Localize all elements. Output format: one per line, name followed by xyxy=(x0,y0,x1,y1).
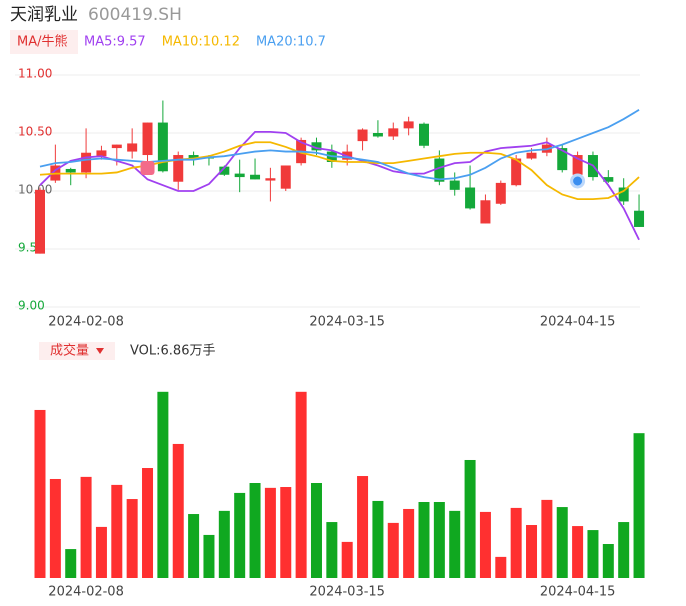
candle-body xyxy=(357,129,368,142)
volume-bar xyxy=(479,511,491,578)
volume-bar xyxy=(510,507,522,578)
candle-body xyxy=(434,158,445,182)
volume-bar xyxy=(372,500,384,578)
dropdown-icon[interactable] xyxy=(96,348,104,354)
ma-button-bg[interactable] xyxy=(10,30,78,54)
candle-body xyxy=(634,210,645,227)
candle-body xyxy=(265,178,276,181)
x-tick-label: 2024-03-15 xyxy=(309,315,385,330)
candle-body xyxy=(465,187,476,209)
candle-body xyxy=(449,180,460,190)
volume-bar xyxy=(602,544,614,578)
volume-bar xyxy=(556,507,568,578)
ma-line xyxy=(39,141,640,201)
candle-body xyxy=(403,121,414,129)
candle-body xyxy=(388,128,399,137)
volume-bar xyxy=(387,522,399,578)
volume-bar xyxy=(95,526,107,578)
candle-body xyxy=(234,173,245,178)
ma-line xyxy=(39,109,640,181)
y-tick-label: 10.50 xyxy=(18,125,52,139)
volume-bar xyxy=(633,433,645,578)
candle-body xyxy=(81,152,92,173)
candle-body xyxy=(419,123,429,146)
event-marker xyxy=(140,161,155,175)
x-tick-label: 2024-03-15 xyxy=(309,585,385,600)
candle-body xyxy=(127,143,138,152)
volume-bar xyxy=(449,510,461,578)
candle-body xyxy=(157,122,168,172)
x-tick-label: 2024-02-08 xyxy=(48,315,124,330)
volume-bar xyxy=(249,483,261,578)
volume-bar xyxy=(280,487,292,578)
candle-body xyxy=(511,158,522,186)
candle-body xyxy=(618,187,629,202)
volume-bar xyxy=(464,459,476,578)
volume-bar xyxy=(418,502,430,578)
volume-bar xyxy=(357,476,369,578)
volume-bar xyxy=(218,510,230,578)
x-tick-label: 2024-04-15 xyxy=(540,585,616,600)
volume-bar xyxy=(618,522,630,578)
candle-body xyxy=(173,155,184,182)
legend-entry: MA10:10.12 xyxy=(162,35,240,50)
candle-body xyxy=(311,142,322,151)
legend-entry: MA20:10.7 xyxy=(256,35,326,50)
volume-bar xyxy=(80,476,92,578)
candle-body xyxy=(219,166,230,175)
ma-button[interactable]: MA/牛熊 xyxy=(17,34,68,50)
volume-bar xyxy=(172,443,184,578)
legend-entry: MA5:9.57 xyxy=(84,35,146,50)
event-marker xyxy=(570,173,586,189)
candle-body xyxy=(35,189,45,254)
candle-body xyxy=(250,174,261,180)
volume-bar xyxy=(295,391,307,578)
candle-body xyxy=(188,155,199,159)
stock-name: 天润乳业 xyxy=(10,5,78,25)
candle-body xyxy=(142,122,153,156)
x-tick-label: 2024-04-15 xyxy=(540,315,616,330)
y-tick-label: 9.00 xyxy=(18,299,45,313)
volume-label: VOL:6.86万手 xyxy=(130,344,215,359)
volume-bar xyxy=(264,487,276,578)
candle-body xyxy=(96,150,107,157)
volume-bar xyxy=(65,549,77,578)
candle-body xyxy=(480,200,491,224)
volume-bar xyxy=(495,556,507,578)
volume-bar xyxy=(310,483,322,578)
volume-bar xyxy=(234,492,246,578)
volume-bar xyxy=(587,530,599,578)
volume-bar xyxy=(203,534,215,578)
volume-bar xyxy=(403,508,415,578)
volume-bar xyxy=(433,502,445,578)
volume-bar xyxy=(157,391,169,578)
candle-body xyxy=(372,133,383,137)
candle-body xyxy=(603,177,614,182)
y-tick-label: 11.00 xyxy=(18,67,52,81)
volume-bar xyxy=(126,499,138,578)
candle-body xyxy=(65,168,76,173)
candle-body xyxy=(557,148,568,171)
volume-bar xyxy=(49,478,61,578)
volume-bar xyxy=(326,522,338,578)
volume-bar xyxy=(526,525,538,578)
candle-body xyxy=(280,165,291,189)
volume-bar xyxy=(111,484,123,578)
stock-code: 600419.SH xyxy=(88,5,182,25)
volume-bar xyxy=(572,526,584,578)
volume-bar xyxy=(541,499,553,578)
candle-body xyxy=(526,152,537,159)
volume-bar xyxy=(142,468,154,578)
volume-bar xyxy=(341,541,353,578)
candle-body xyxy=(495,182,506,204)
volume-bar xyxy=(34,409,46,578)
candle-body xyxy=(572,155,583,175)
ma-line xyxy=(39,130,640,241)
volume-button[interactable]: 成交量 xyxy=(50,343,89,359)
volume-bar xyxy=(188,514,200,578)
x-tick-label: 2024-02-08 xyxy=(48,585,124,600)
volume-button-bg[interactable] xyxy=(39,342,115,360)
candle-body xyxy=(111,144,122,149)
